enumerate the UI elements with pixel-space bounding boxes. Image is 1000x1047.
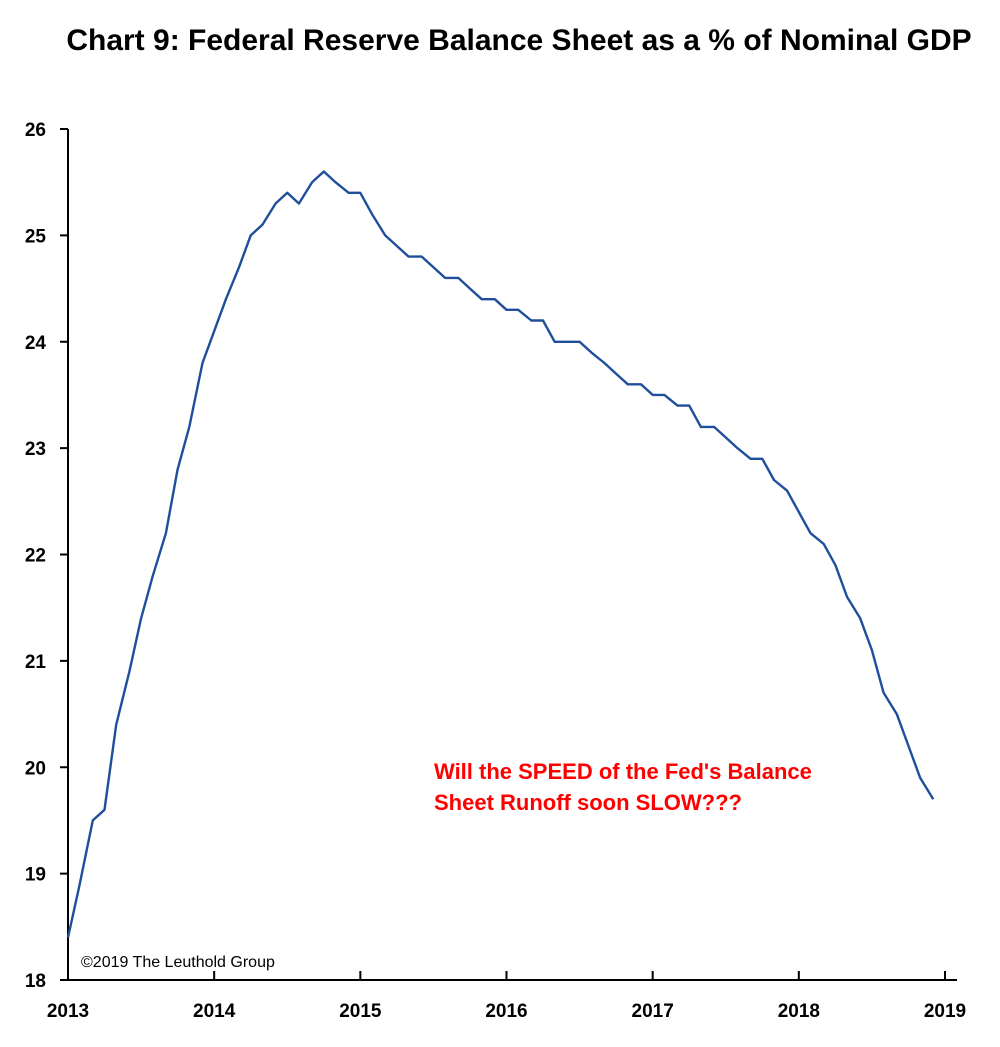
series-layer — [66, 170, 935, 938]
annotation-line: Will the SPEED of the Fed's Balance — [434, 759, 812, 784]
y-tick-label: 25 — [25, 226, 47, 247]
y-tick-label: 19 — [25, 865, 46, 886]
axes: 18 19 20 21 22 23 24 25 26 2013 2014 2015 2016 2017 20… — [25, 120, 966, 1022]
y-tick-label: 24 — [25, 333, 47, 354]
y-tick-label: 21 — [25, 652, 47, 673]
x-tick-label: 2018 — [778, 1001, 820, 1022]
y-tick-label: 23 — [25, 439, 46, 460]
x-tick-label: 2017 — [632, 1001, 674, 1022]
x-tick-label: 2015 — [339, 1001, 382, 1022]
x-tick-label: 2019 — [924, 1001, 966, 1022]
series-line — [66, 170, 935, 938]
annotation-text: Will the SPEED of the Fed's Balance Sheet… — [434, 759, 812, 815]
y-tick-label: 18 — [25, 971, 46, 992]
y-tick-label: 20 — [25, 758, 46, 779]
annotation-line: Sheet Runoff soon SLOW??? — [434, 790, 742, 815]
credit-text: ©2019 The Leuthold Group — [81, 954, 275, 971]
x-tick-label: 2013 — [47, 1001, 89, 1022]
x-tick-label: 2016 — [485, 1001, 527, 1022]
y-tick-label: 26 — [25, 120, 46, 141]
chart-title: Chart 9: Federal Reserve Balance Sheet a… — [66, 24, 972, 57]
y-tick-label: 22 — [25, 546, 46, 567]
annotation-layer: Will the SPEED of the Fed's Balance Sheet… — [81, 759, 812, 971]
x-tick-label: 2014 — [193, 1001, 236, 1022]
